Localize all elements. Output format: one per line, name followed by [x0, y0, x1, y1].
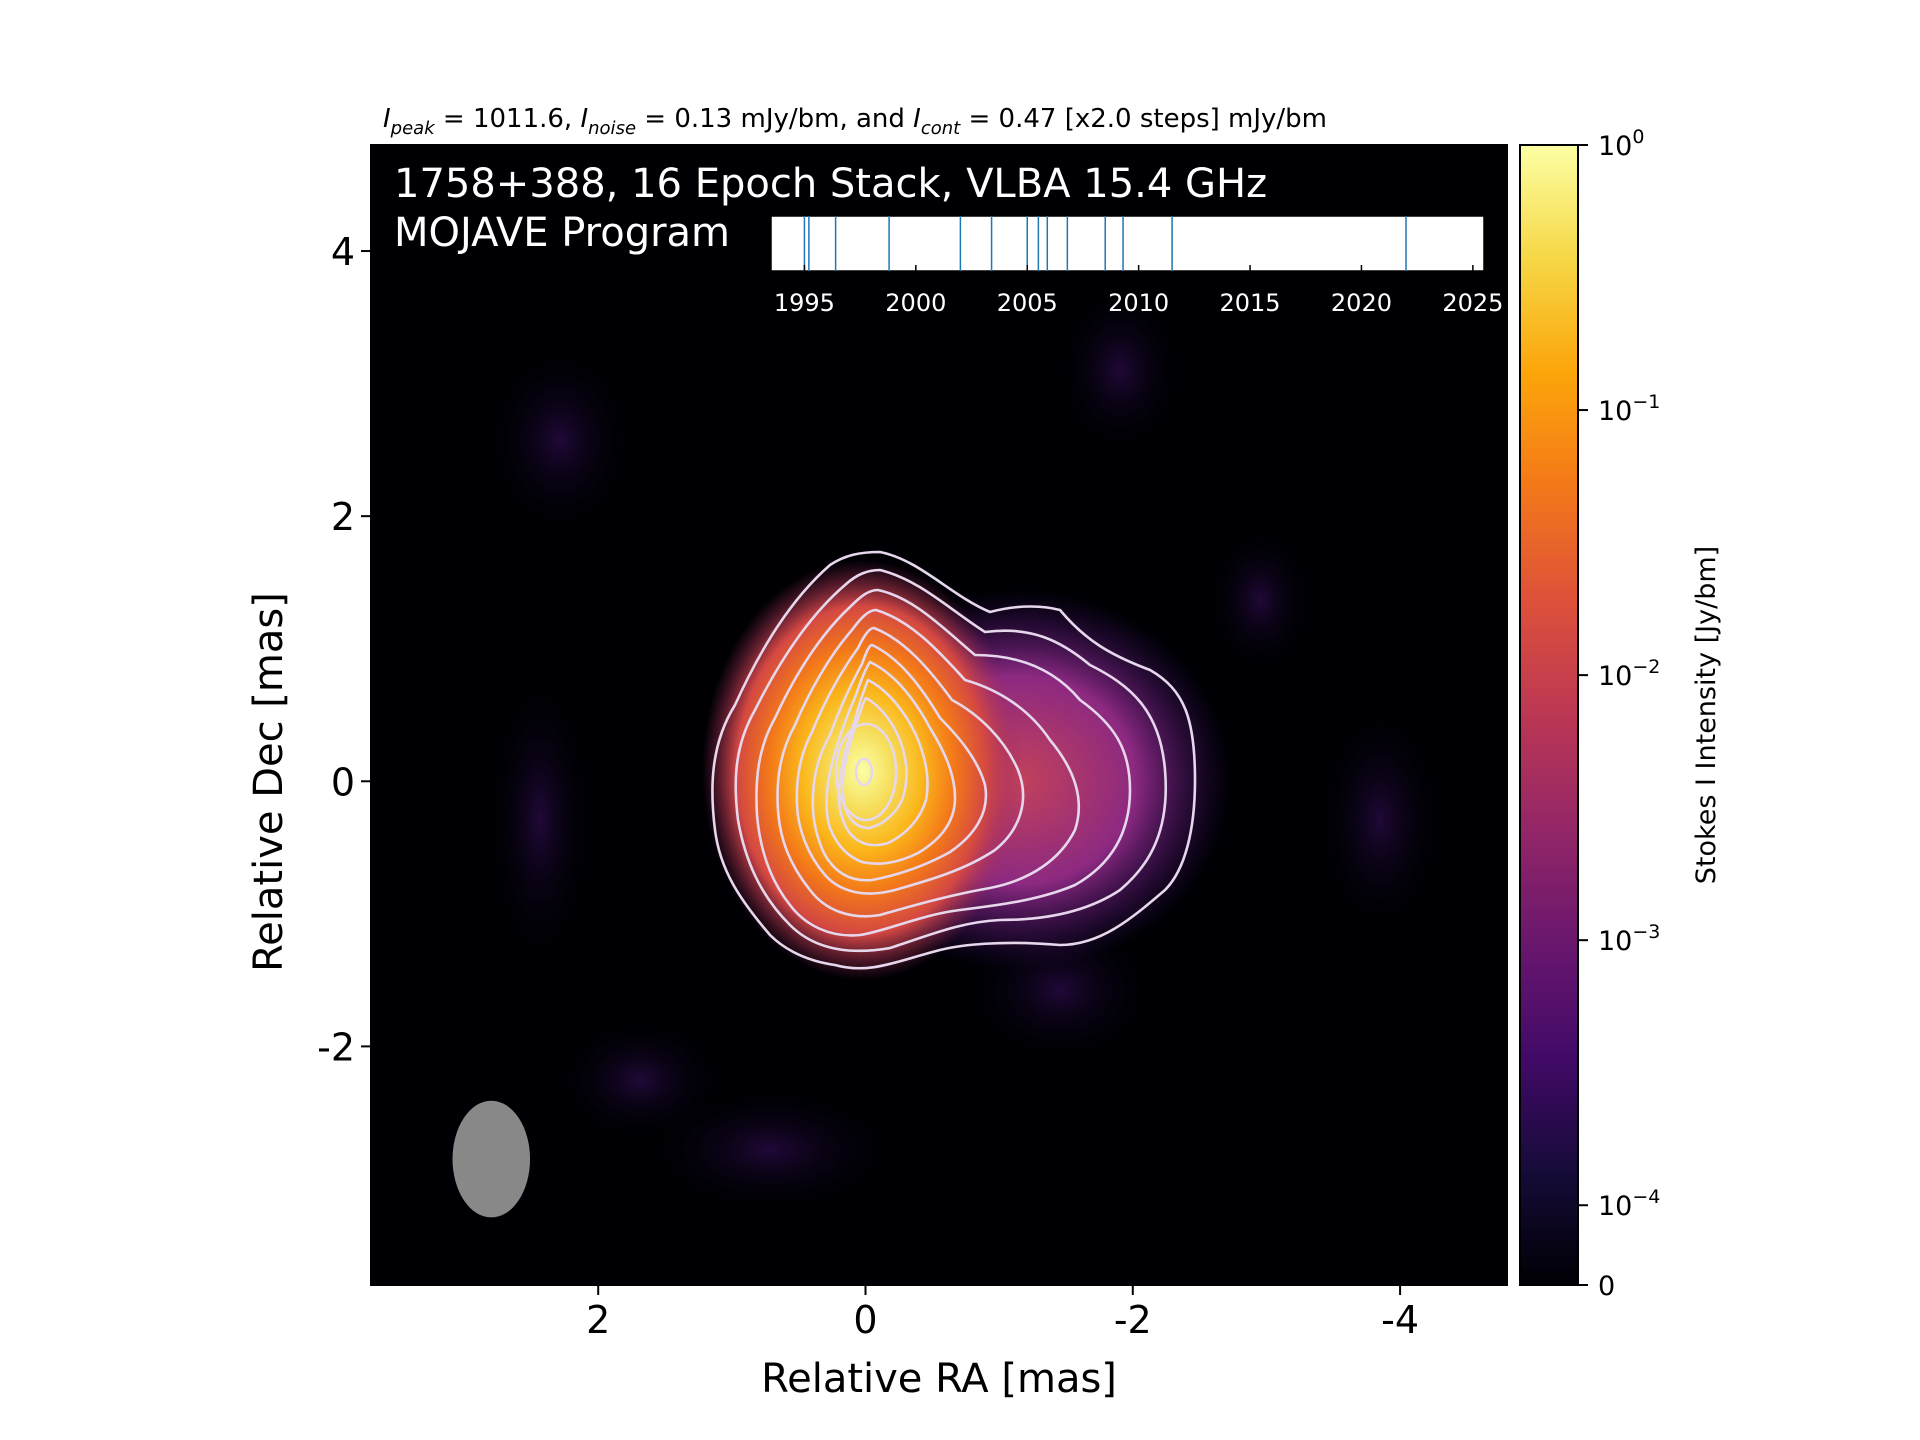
chart-title-line1: 1758+388, 16 Epoch Stack, VLBA 15.4 GHz: [394, 161, 1267, 207]
colorbar-tick-label: 10−3: [1598, 921, 1660, 957]
colorbar-tick-label: 10−4: [1598, 1186, 1660, 1222]
contour-6: [811, 643, 988, 882]
colorbar-gradient: [1519, 144, 1579, 1286]
ipeak-symbol: I: [383, 104, 391, 134]
colorbar-tick-label: 10−2: [1598, 656, 1660, 692]
epoch-ticks: 1995 2000 2005 2010 2015 2020 2025: [774, 265, 1503, 317]
x-tick-label: -2: [1114, 1298, 1152, 1342]
x-tick-label: 2: [586, 1298, 610, 1342]
intensity-map: [370, 144, 1508, 1286]
chart-title-line2: MOJAVE Program: [394, 210, 730, 256]
y-tick-label: -2: [317, 1025, 355, 1069]
x-axis-label: Relative RA [mas]: [761, 1356, 1117, 1402]
y-tick-label: 2: [331, 495, 355, 539]
inoise-symbol: I: [580, 104, 588, 134]
x-tick-label: 0: [853, 1298, 877, 1342]
colorbar-tick-label: 10−1: [1598, 391, 1660, 427]
contours: [711, 550, 1197, 970]
epoch-tick-label: 2025: [1442, 289, 1503, 317]
header-stats: Ipeak = 1011.6, Inoise = 0.13 mJy/bm, an…: [383, 104, 1327, 139]
y-tick-label: 0: [331, 760, 355, 804]
epoch-tick-label: 2010: [1108, 289, 1169, 317]
epoch-tick-label: 2020: [1331, 289, 1392, 317]
icont-value: = 0.47 [x2.0 steps] mJy/bm: [960, 104, 1327, 134]
y-axis-label: Relative Dec [mas]: [246, 592, 292, 972]
contour-2: [734, 568, 1168, 953]
colorbar-label: Stokes I Intensity [Jy/bm]: [1691, 546, 1722, 884]
epoch-tick-label: 2005: [997, 289, 1058, 317]
colorbar-tick-label: 100: [1598, 126, 1644, 162]
contour-4: [776, 608, 1081, 918]
contour-7: [825, 660, 957, 865]
contour-1: [711, 550, 1197, 970]
y-axis-ticks: 4 2 0 -2: [317, 230, 371, 1069]
epoch-tick-label: 2000: [885, 289, 946, 317]
x-tick-label: -4: [1381, 1298, 1419, 1342]
colorbar-tick-label: 0: [1598, 1271, 1615, 1302]
ipeak-sub: peak: [390, 118, 437, 139]
contour-9: [841, 696, 908, 830]
inoise-sub: noise: [588, 118, 636, 139]
map-frame: [370, 144, 1508, 1286]
epoch-lines: [803, 216, 1407, 271]
contour-5: [795, 626, 1025, 895]
contour-10: [834, 722, 898, 822]
epoch-tick-label: 1995: [774, 289, 835, 317]
colorbar: 100 10−1 10−2 10−3 10−4 0 Stokes I Intensity …: [1519, 126, 1722, 1302]
ipeak-value: = 1011.6,: [435, 104, 581, 134]
epoch-tick-label: 2015: [1220, 289, 1281, 317]
timeline-box: [770, 215, 1485, 272]
colorbar-ticks: 100 10−1 10−2 10−3 10−4 0: [1578, 126, 1660, 1302]
x-axis-ticks: 2 0 -2 -4: [586, 1285, 1419, 1342]
beam-ellipse: [452, 1100, 531, 1218]
y-tick-label: 4: [331, 230, 355, 274]
contour-3: [755, 588, 1132, 937]
icont-sub: cont: [921, 118, 961, 139]
inoise-value: = 0.13 mJy/bm, and: [636, 104, 913, 134]
map-emission: [452, 290, 1440, 1218]
icont-symbol: I: [913, 104, 921, 134]
contour-11: [854, 757, 874, 787]
epoch-timeline: 1995 2000 2005 2010 2015 2020 2025: [770, 215, 1503, 317]
